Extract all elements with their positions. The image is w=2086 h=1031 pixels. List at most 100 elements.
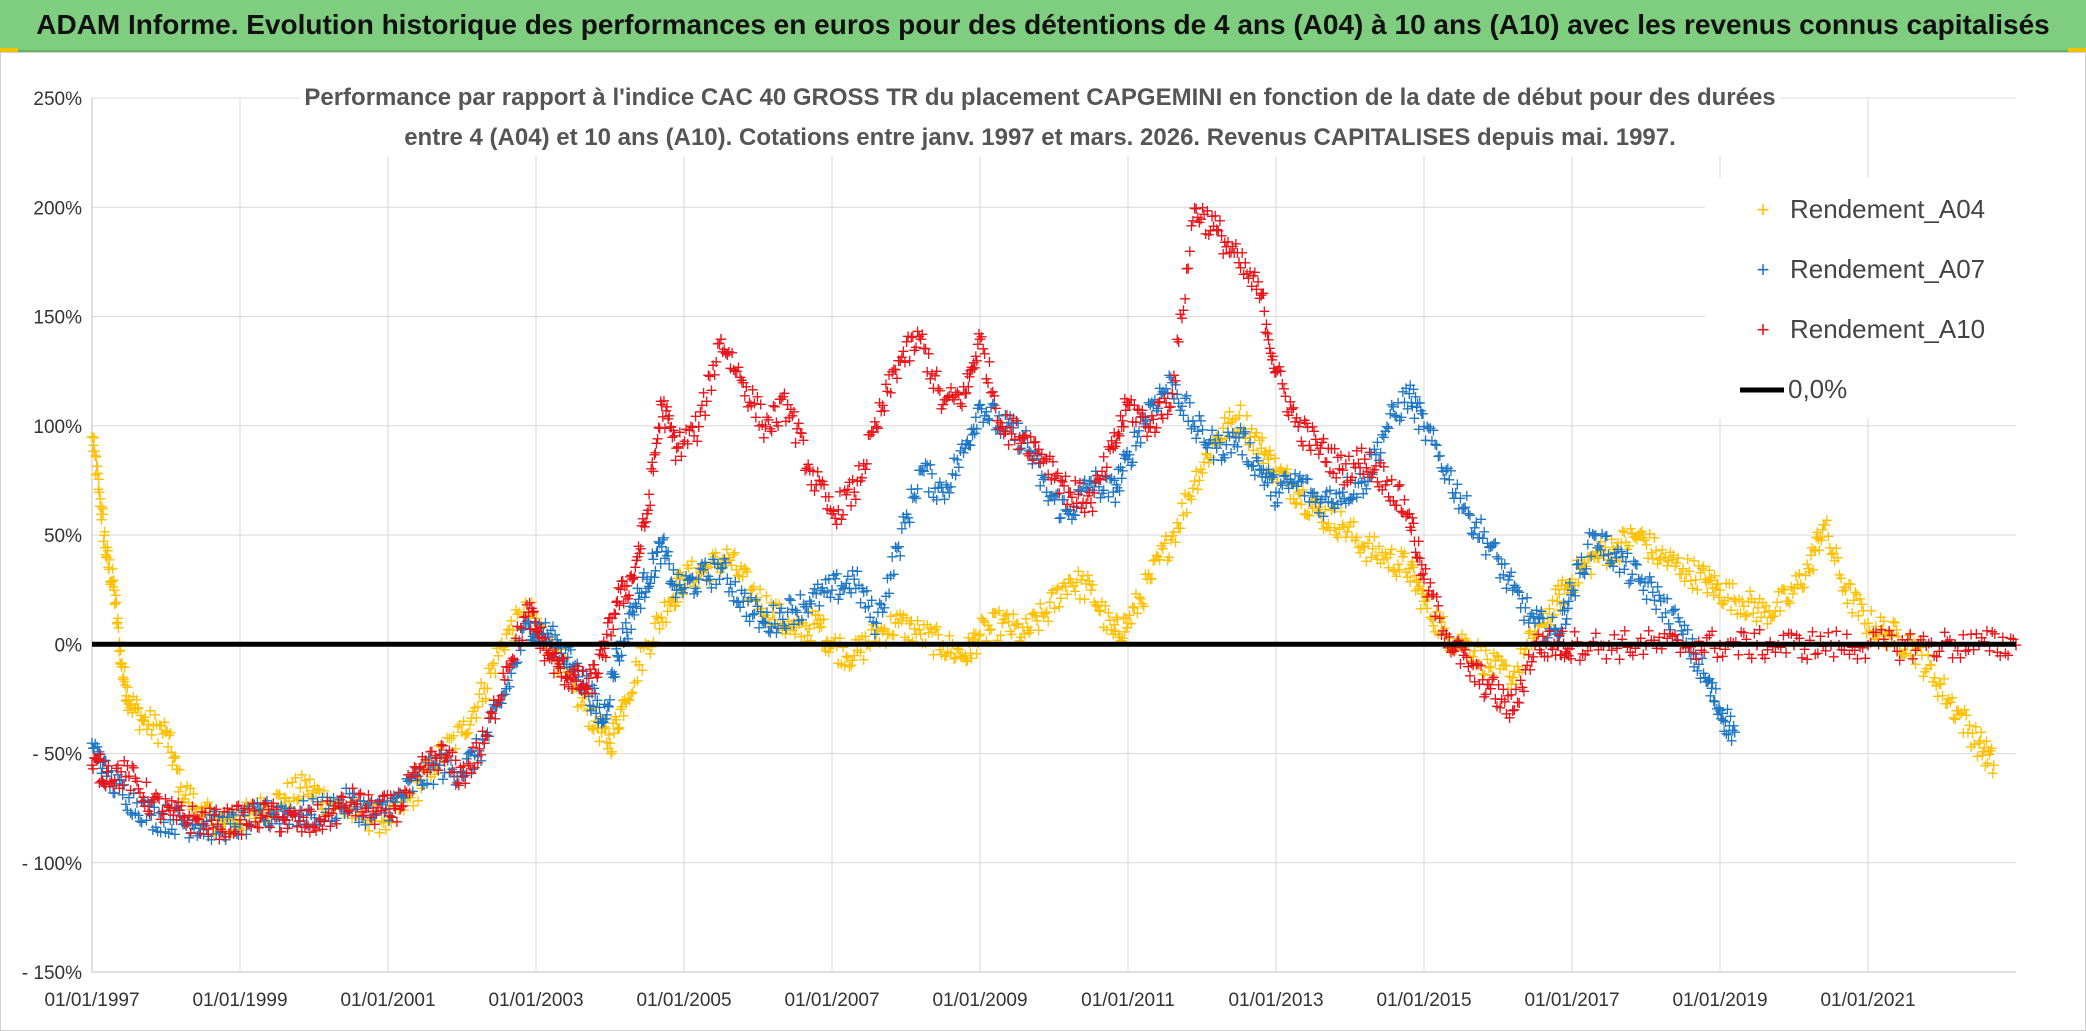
legend-marker-a07: +: [1757, 257, 1770, 282]
data-point: +: [371, 794, 384, 813]
data-point: +: [103, 572, 116, 591]
data-point: +: [476, 692, 489, 711]
data-point: +: [610, 710, 623, 729]
data-point: +: [155, 716, 168, 735]
data-point: +: [593, 732, 606, 751]
data-point: +: [299, 777, 313, 797]
data-point: +: [362, 821, 375, 840]
data-point: +: [396, 784, 409, 803]
data-point: +: [650, 607, 663, 626]
data-point: +: [289, 768, 302, 787]
data-point: +: [92, 482, 106, 502]
data-point: +: [520, 607, 533, 626]
data-point: +: [305, 787, 318, 806]
series-a04-points: ++++++++++++++++++++++++++++++++++++++++…: [85, 395, 2001, 844]
data-point: +: [87, 428, 100, 447]
data-point: +: [381, 810, 395, 830]
data-point: +: [594, 707, 607, 726]
data-point: +: [541, 644, 554, 663]
data-point: +: [301, 784, 314, 803]
data-point: +: [111, 608, 124, 627]
data-point: +: [142, 714, 155, 733]
data-point: +: [536, 617, 549, 636]
x-tick-label: 01/01/2017: [1524, 990, 1619, 1011]
data-point: +: [309, 783, 322, 802]
data-point: +: [169, 747, 182, 766]
data-point: +: [1183, 241, 1196, 260]
data-point: +: [118, 658, 131, 677]
data-point: +: [659, 613, 672, 632]
data-point: +: [611, 719, 624, 738]
legend-label-a07: Rendement_A07: [1790, 254, 1985, 284]
data-point: +: [233, 810, 247, 830]
data-point: +: [196, 806, 210, 826]
data-point: +: [878, 401, 891, 420]
data-point: +: [218, 814, 232, 834]
data-point: +: [326, 796, 339, 815]
x-axis-ticks: 01/01/1997 01/01/1999 01/01/2001 01/01/2003…: [44, 990, 1915, 1011]
data-point: +: [543, 643, 556, 662]
data-point: +: [425, 755, 439, 775]
data-point: +: [504, 611, 517, 630]
data-point: +: [489, 663, 502, 682]
data-point: +: [648, 614, 661, 633]
data-point: +: [477, 679, 491, 699]
data-point: +: [231, 814, 244, 833]
data-point: +: [252, 812, 265, 831]
data-point: +: [597, 709, 610, 728]
data-point: +: [255, 799, 269, 819]
banner-corner-left: [0, 48, 18, 52]
data-point: +: [97, 532, 110, 551]
data-point: +: [100, 548, 114, 568]
data-point: +: [94, 504, 107, 523]
data-point: +: [432, 736, 445, 755]
data-point: +: [1178, 289, 1191, 308]
data-point: +: [416, 760, 429, 779]
data-point: +: [214, 807, 227, 826]
data-point: +: [481, 679, 494, 698]
data-point: +: [321, 803, 334, 822]
data-point: +: [244, 795, 257, 814]
data-point: +: [462, 723, 475, 742]
data-point: +: [560, 658, 573, 677]
data-point: +: [511, 604, 524, 623]
data-point: +: [171, 760, 184, 779]
data-point: +: [209, 818, 222, 837]
data-point: +: [91, 457, 104, 476]
data-point: +: [434, 737, 447, 756]
data-point: +: [102, 557, 115, 576]
data-point: +: [473, 684, 486, 703]
data-point: +: [682, 559, 695, 578]
data-point: +: [613, 718, 626, 737]
data-point: +: [106, 577, 119, 596]
data-point: +: [273, 784, 286, 803]
data-point: +: [298, 771, 311, 790]
data-point: +: [275, 794, 288, 813]
y-tick-label: 50%: [44, 526, 82, 547]
data-point: +: [331, 790, 344, 809]
data-point: +: [458, 725, 471, 744]
data-point: +: [265, 806, 278, 825]
data-point: +: [656, 612, 669, 631]
data-point: +: [585, 719, 598, 738]
page-banner: ADAM Informe. Evolution historique des p…: [0, 0, 2086, 52]
data-point: +: [347, 791, 360, 810]
data-point: +: [624, 684, 637, 703]
data-point: +: [574, 695, 587, 714]
data-point: +: [612, 719, 625, 738]
data-point: +: [568, 677, 581, 696]
data-point: +: [479, 689, 492, 708]
data-point: +: [693, 562, 706, 581]
data-point: +: [322, 793, 336, 813]
x-tick-label: 01/01/2009: [932, 990, 1027, 1011]
data-point: +: [623, 691, 636, 710]
data-point: +: [279, 788, 292, 807]
data-point: +: [224, 811, 237, 830]
x-tick-label: 01/01/2011: [1081, 990, 1175, 1011]
data-point: +: [584, 699, 597, 718]
data-point: +: [890, 369, 903, 388]
data-point: +: [882, 584, 895, 603]
data-point: +: [96, 505, 109, 524]
data-point: +: [415, 778, 428, 797]
data-point: +: [620, 693, 633, 712]
